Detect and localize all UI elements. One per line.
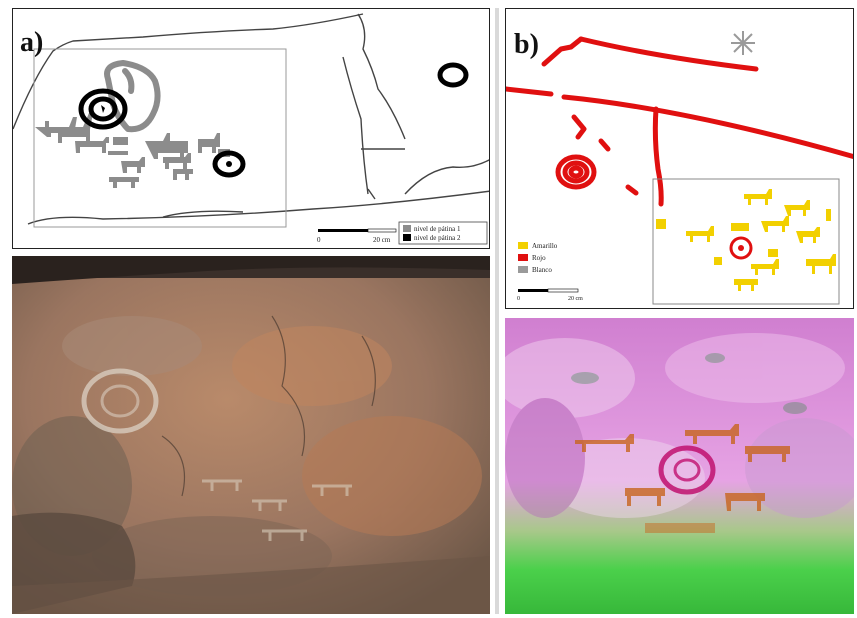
scale-end-a: 20 cm: [373, 236, 391, 244]
scale-zero-a: 0: [317, 236, 321, 244]
legend-label-rojo: Rojo: [532, 254, 546, 262]
legend-swatch-rojo: [518, 254, 528, 261]
panel-b-drawing: Amarillo Rojo Blanco 0 20 cm b): [505, 8, 854, 309]
red-motifs: [506, 36, 853, 207]
legend-swatch-patina-2: [403, 234, 411, 241]
legend-b: Amarillo Rojo Blanco: [518, 242, 558, 274]
panel-label-b: b): [514, 29, 539, 60]
rock-photo: [12, 256, 490, 614]
scale-bar-b: 0 20 cm: [517, 288, 583, 302]
panel-a-photo: [12, 256, 490, 614]
detail-frame: [33, 48, 287, 228]
red-small-circle: [729, 236, 753, 260]
panel-b-tracing: Amarillo Rojo Blanco 0 20 cm: [506, 31, 853, 305]
panel-divider: [495, 8, 499, 614]
panel-a-tracing: 0 20 cm nivel de pátina 1 nivel de pátin…: [13, 13, 489, 245]
legend-label-patina-2: nivel de pátina 2: [414, 234, 461, 242]
legend-swatch-blanco: [518, 266, 528, 273]
yellow-motifs: [656, 189, 836, 291]
scale-end-b: 20 cm: [568, 296, 583, 302]
panel-label-a: a): [20, 27, 44, 58]
patina-2-figures: [78, 62, 469, 178]
legend-label-blanco: Blanco: [532, 266, 552, 274]
white-star-motif: [731, 31, 755, 55]
patina-1-figures: [104, 60, 161, 133]
legend-swatch-patina-1: [403, 225, 411, 232]
legend-label-amarillo: Amarillo: [532, 242, 558, 250]
rock-outline: [13, 13, 489, 225]
panel-b-photo: [505, 318, 854, 614]
scale-zero-b: 0: [517, 296, 520, 302]
legend-label-patina-1: nivel de pátina 1: [414, 225, 461, 233]
patina-1-animals: [35, 113, 230, 188]
scale-bar-a: 0 20 cm: [317, 228, 397, 244]
detail-frame-b: [652, 178, 840, 305]
legend-swatch-amarillo: [518, 242, 528, 249]
panel-a-drawing: 0 20 cm nivel de pátina 1 nivel de pátin…: [12, 8, 490, 249]
legend-a: nivel de pátina 1 nivel de pátina 2: [398, 221, 488, 245]
dstretch-photo: [505, 318, 854, 614]
